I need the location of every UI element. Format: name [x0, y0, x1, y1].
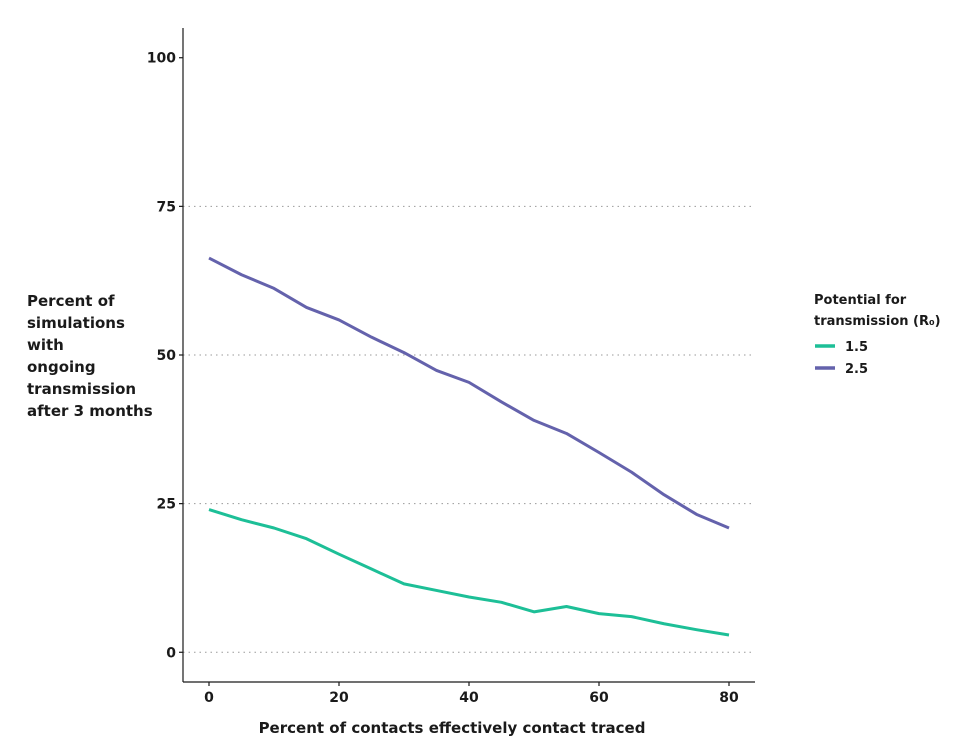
y-axis-title-line-6: after 3 months	[27, 402, 153, 420]
legend-items: 1.52.5	[815, 340, 868, 377]
y-axis-title-line-4: ongoing	[27, 358, 96, 376]
y-axis-title: Percent of simulations with ongoing tran…	[27, 292, 153, 420]
legend-title-line-2: transmission (R₀)	[814, 314, 941, 329]
x-axis-title: Percent of contacts effectively contact …	[259, 719, 646, 737]
x-tick-label-60: 60	[589, 690, 609, 706]
y-axis-title-line-1: Percent of	[27, 292, 115, 310]
legend-label-1.5: 1.5	[845, 340, 868, 355]
y-tick-label-100: 100	[147, 51, 176, 67]
y-tick-label-75: 75	[157, 199, 176, 215]
y-tick-label-0: 0	[166, 645, 176, 661]
series-line-1.5	[208, 508, 730, 637]
legend: Potential for transmission (R₀) 1.52.5	[814, 293, 941, 377]
y-axis-title-line-3: with	[27, 336, 64, 354]
series-line-2.5	[208, 256, 730, 530]
x-tick-label-80: 80	[719, 690, 739, 706]
legend-title-line-1: Potential for	[814, 293, 907, 308]
x-tick-label-0: 0	[204, 690, 214, 706]
y-axis-title-line-2: simulations	[27, 314, 125, 332]
x-tick-label-20: 20	[329, 690, 349, 706]
gridlines	[183, 205, 755, 653]
legend-label-2.5: 2.5	[845, 362, 868, 377]
y-tick-label-25: 25	[157, 497, 176, 513]
y-axis-title-line-5: transmission	[27, 380, 136, 398]
y-tick-label-50: 50	[157, 348, 177, 364]
ticks: 0 25 50 75 100 0 20 40 60 80	[147, 51, 739, 706]
x-tick-label-40: 40	[459, 690, 479, 706]
series-lines	[208, 256, 730, 637]
